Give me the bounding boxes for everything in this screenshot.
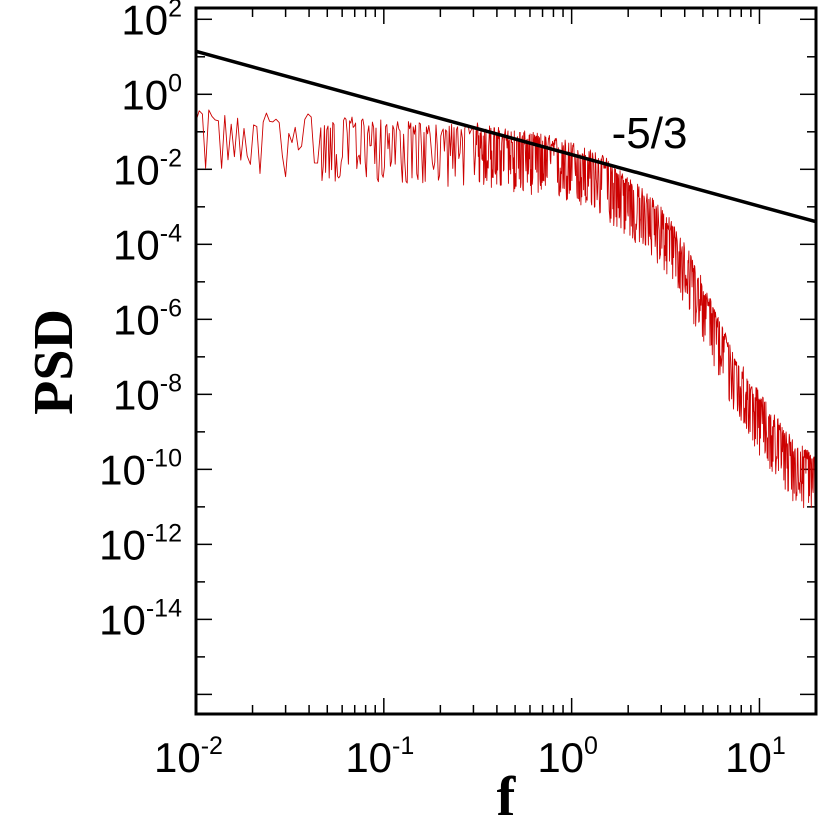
y-tick-label: 10-14 <box>99 594 182 643</box>
y-tick-label: 102 <box>121 0 182 43</box>
x-axis-tick-labels: 10-2 10-1 100 101 <box>154 732 786 781</box>
x-tick-label: 10-1 <box>345 732 414 781</box>
series-layer <box>195 49 817 509</box>
x-tick-label: 100 <box>537 732 598 781</box>
y-tick-label: 10-6 <box>113 294 182 343</box>
annotations: -5/3 <box>612 109 688 158</box>
psd-series-line <box>195 109 817 509</box>
plot-frame <box>194 6 818 716</box>
y-tick-label: 10-12 <box>99 519 182 568</box>
y-axis-label: PSD <box>23 309 85 415</box>
x-tick-label: 10-2 <box>154 732 223 781</box>
x-tick-label: 101 <box>725 732 786 781</box>
y-tick-label: 100 <box>121 69 182 118</box>
y-tick-label: 10-8 <box>113 369 182 418</box>
y-tick-label: 10-10 <box>99 444 182 493</box>
x-axis-label: f <box>497 766 517 828</box>
slope-annotation: -5/3 <box>612 109 688 158</box>
slope-reference-line <box>195 49 817 224</box>
y-tick-label: 10-2 <box>113 144 182 193</box>
y-tick-label: 10-4 <box>113 219 182 268</box>
y-axis-tick-labels: 102 100 10-2 10-4 10-6 10-8 10-10 10-12 10-14 <box>99 0 182 643</box>
